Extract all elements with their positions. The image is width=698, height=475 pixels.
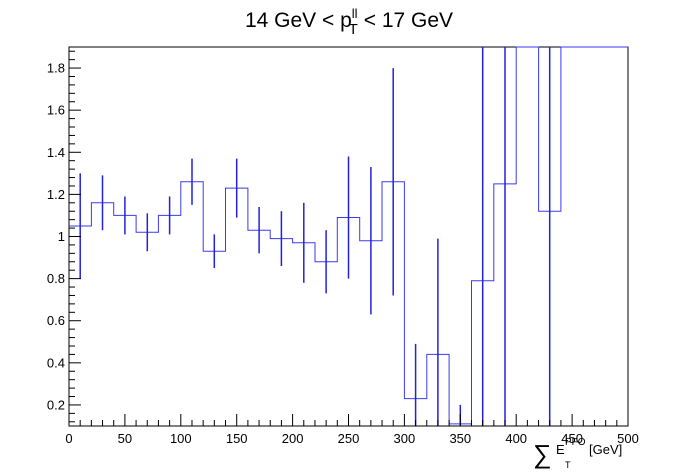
chart-title-sub: T <box>349 21 358 38</box>
y-tick-label: 0.4 <box>47 355 65 370</box>
y-tick-label: 1.2 <box>47 187 65 202</box>
chart-title-sup: ll <box>352 6 358 21</box>
x-tick-label: 500 <box>617 431 639 446</box>
x-axis-title-sup: PFO <box>565 437 586 448</box>
histogram-step-line <box>69 46 628 425</box>
y-tick-label: 1.8 <box>47 61 65 76</box>
chart-title: 14 GeV < pll T < 17 GeV <box>245 6 453 38</box>
x-tick-label: 0 <box>65 431 72 446</box>
x-tick-label: 250 <box>338 431 360 446</box>
x-axis-title-unit: [GeV] <box>589 442 622 457</box>
chart-title-suffix: < 17 GeV <box>364 9 453 32</box>
chart-title-prefix: 14 GeV < p <box>245 9 352 32</box>
x-axis-title-sum: ∑ <box>533 439 552 469</box>
x-tick-label: 200 <box>282 431 304 446</box>
y-axis-tick-labels: 0.2 0.4 0.6 0.8 1 1.2 1.4 1.6 1.8 <box>47 61 65 413</box>
x-axis-ticks <box>68 414 629 426</box>
x-axis-title-base: E <box>556 442 565 457</box>
x-tick-label: 400 <box>505 431 527 446</box>
y-tick-label: 0.6 <box>47 313 65 328</box>
y-axis-ticks <box>69 50 81 423</box>
y-tick-label: 0.2 <box>47 397 65 412</box>
x-tick-label: 150 <box>226 431 248 446</box>
x-tick-label: 50 <box>118 431 132 446</box>
x-tick-label: 350 <box>449 431 471 446</box>
y-tick-label: 0.8 <box>47 271 65 286</box>
x-tick-label: 100 <box>170 431 192 446</box>
histogram-steps <box>69 46 628 425</box>
x-tick-label: 300 <box>394 431 416 446</box>
x-tick-label: 450 <box>561 431 583 446</box>
x-axis-title-sub: T <box>565 460 571 470</box>
y-tick-label: 1 <box>58 229 65 244</box>
y-tick-label: 1.6 <box>47 103 65 118</box>
y-tick-label: 1.4 <box>47 145 65 160</box>
error-bars <box>79 47 551 426</box>
x-axis-tick-labels: 0 50 100 150 200 250 300 350 400 450 500 <box>65 431 638 446</box>
x-axis-title: ∑ E PFO T [GeV] <box>533 437 622 470</box>
